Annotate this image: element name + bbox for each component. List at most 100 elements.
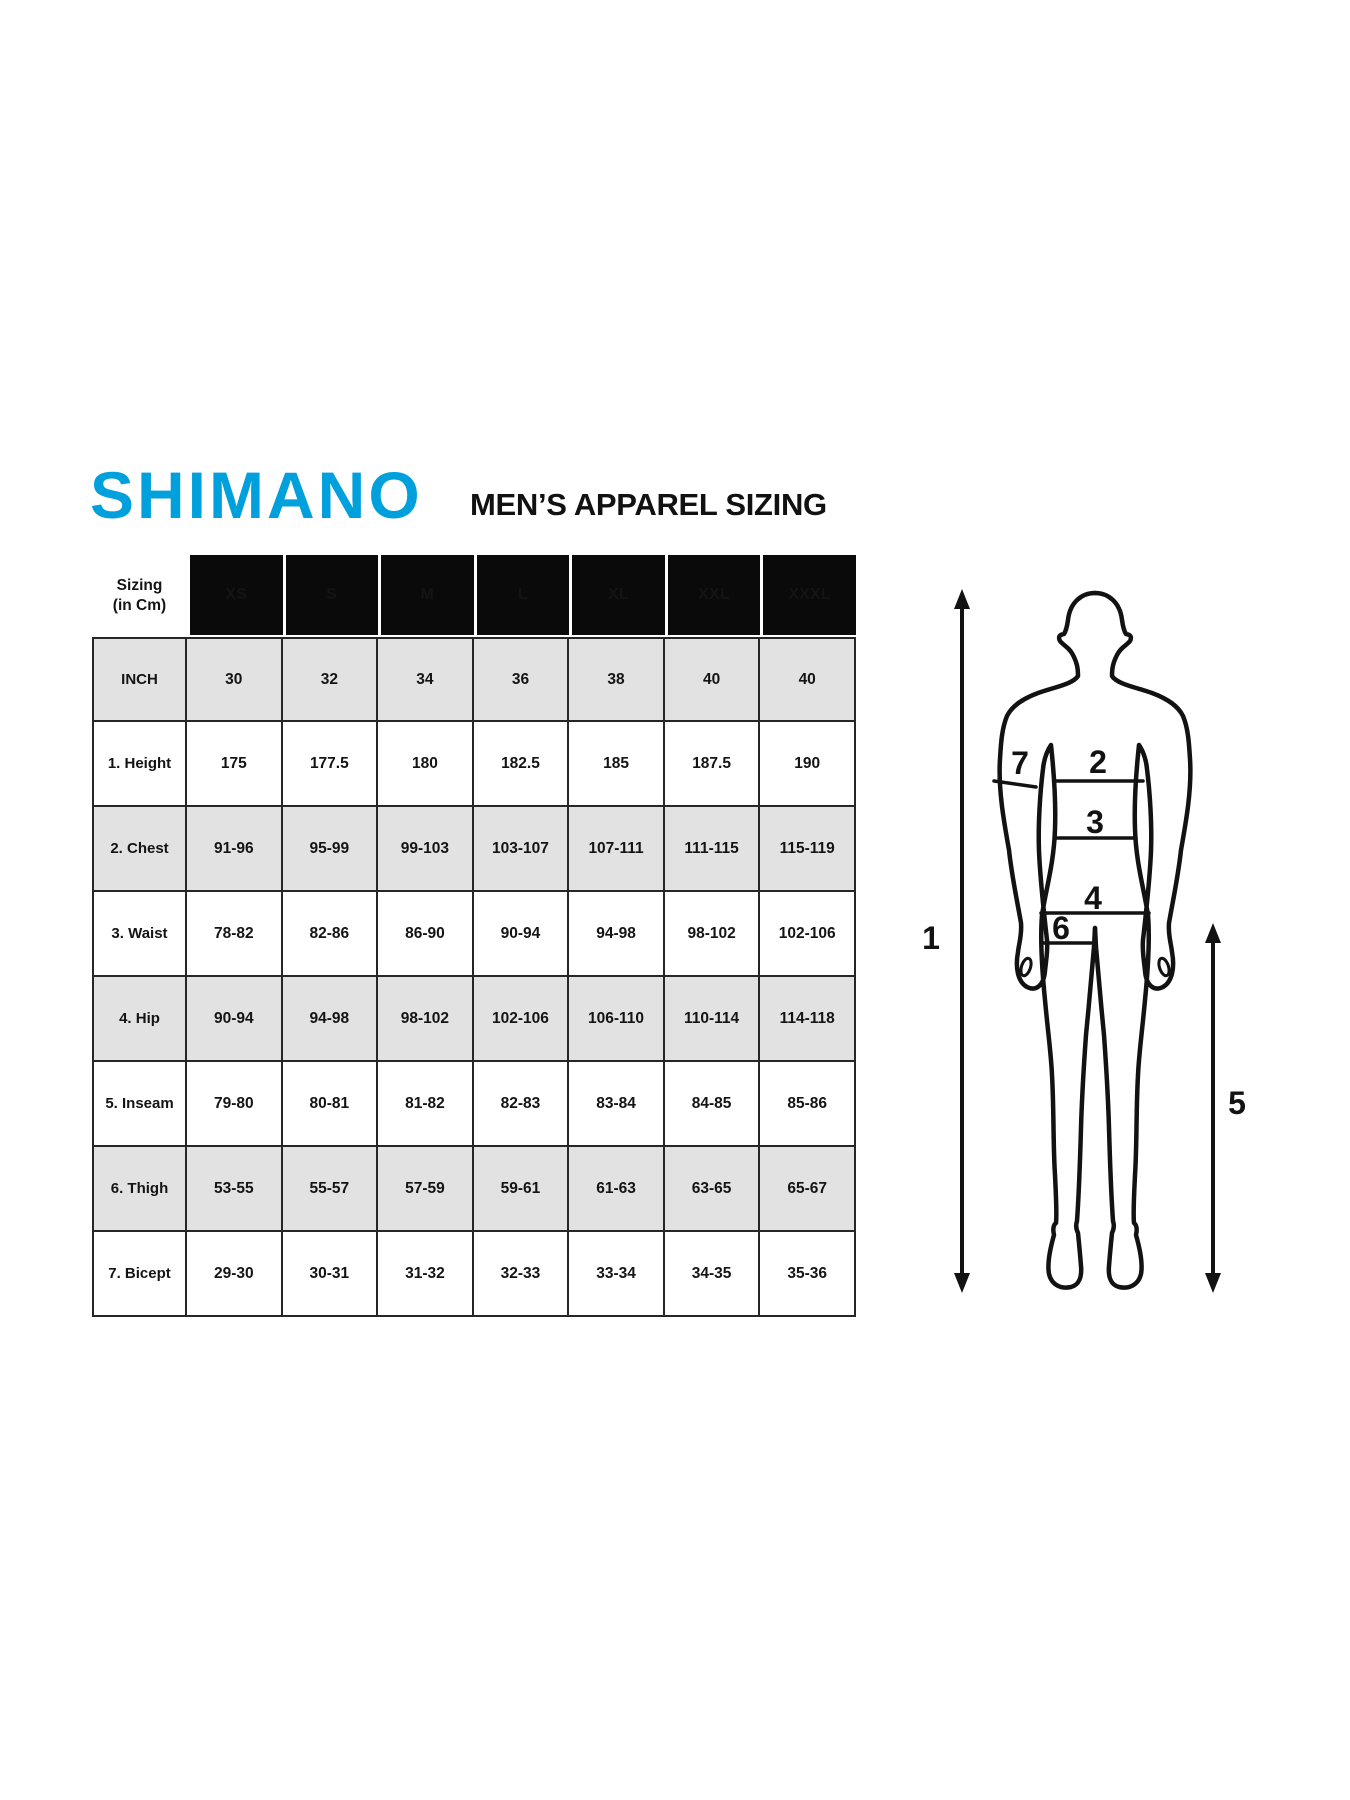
row-label-cell: 2. Chest (92, 807, 187, 892)
value-cell: 175 (187, 722, 283, 807)
size-header-cell: M (378, 555, 474, 637)
table-head: Sizing (in Cm) XS S M L XL XXL XXXL (92, 555, 856, 637)
size-header-cell: XXL (664, 555, 761, 637)
value-cell: 34-35 (664, 1232, 761, 1317)
value-cell: 35-36 (760, 1232, 856, 1317)
value-cell: 30 (187, 637, 283, 722)
value-cell: 36 (473, 637, 570, 722)
value-cell: 57-59 (378, 1147, 474, 1232)
value-cell: 29-30 (187, 1232, 283, 1317)
value-cell: 115-119 (760, 807, 856, 892)
table-row: INCH 30 32 34 36 38 40 40 (92, 637, 856, 722)
value-cell: 98-102 (664, 892, 761, 977)
value-cell: 106-110 (569, 977, 665, 1062)
table-body: INCH 30 32 34 36 38 40 40 1. Height 175 177.5 180 18… (92, 637, 856, 1317)
chest-label: 2 (1089, 744, 1107, 780)
body-outline-left (997, 590, 1098, 1290)
value-cell: 30-31 (282, 1232, 379, 1317)
value-cell: 190 (760, 722, 856, 807)
value-cell: 114-118 (760, 977, 856, 1062)
row-label-cell: 4. Hip (92, 977, 187, 1062)
bicep-line (992, 779, 1038, 789)
left-thumb-detail (1019, 956, 1033, 978)
value-cell: 38 (569, 637, 665, 722)
value-cell: 84-85 (664, 1062, 761, 1147)
page-title: MEN’S APPAREL SIZING (470, 487, 827, 522)
shimano-logo: SHIMANO (90, 458, 423, 532)
value-cell: 90-94 (187, 977, 283, 1062)
value-cell: 31-32 (378, 1232, 474, 1317)
header-row: Sizing (in Cm) XS S M L XL XXL XXXL (92, 555, 856, 637)
hip-label: 4 (1084, 880, 1102, 916)
value-cell: 79-80 (187, 1062, 283, 1147)
value-cell: 185 (569, 722, 665, 807)
height-arrow (954, 589, 970, 1293)
sizing-table: Sizing (in Cm) XS S M L XL XXL XXXL INCH 30 32 34 36… (92, 555, 856, 1317)
row-label-cell: 7. Bicept (92, 1232, 187, 1317)
value-cell: 82-83 (473, 1062, 570, 1147)
value-cell: 40 (760, 637, 856, 722)
table-row: 1. Height 175 177.5 180 182.5 185 187.5 190 (92, 722, 856, 807)
table-row: 4. Hip 90-94 94-98 98-102 102-106 106-110 110-… (92, 977, 856, 1062)
value-cell: 91-96 (187, 807, 283, 892)
table-row: 7. Bicept 29-30 30-31 31-32 32-33 33-34 34-35 3… (92, 1232, 856, 1317)
value-cell: 98-102 (378, 977, 474, 1062)
value-cell: 110-114 (664, 977, 761, 1062)
value-cell: 32 (282, 637, 379, 722)
value-cell: 99-103 (378, 807, 474, 892)
inseam-label: 5 (1228, 1085, 1246, 1121)
value-cell: 34 (378, 637, 474, 722)
value-cell: 180 (378, 722, 474, 807)
right-thumb-detail (1157, 956, 1171, 978)
thigh-label: 6 (1052, 910, 1070, 946)
value-cell: 90-94 (473, 892, 570, 977)
value-cell: 182.5 (473, 722, 570, 807)
value-cell: 95-99 (282, 807, 379, 892)
value-cell: 86-90 (378, 892, 474, 977)
value-cell: 53-55 (187, 1147, 283, 1232)
table-row: 6. Thigh 53-55 55-57 57-59 59-61 61-63 63-65 65… (92, 1147, 856, 1232)
value-cell: 82-86 (282, 892, 379, 977)
value-cell: 59-61 (473, 1147, 570, 1232)
value-cell: 83-84 (569, 1062, 665, 1147)
size-header-cell: L (473, 555, 570, 637)
value-cell: 78-82 (187, 892, 283, 977)
table-row: 2. Chest 91-96 95-99 99-103 103-107 107-111 11… (92, 807, 856, 892)
body-outline-right (1092, 590, 1193, 1290)
value-cell: 63-65 (664, 1147, 761, 1232)
bicep-label: 7 (1011, 745, 1029, 781)
size-header-cell: XL (569, 555, 665, 637)
value-cell: 32-33 (473, 1232, 570, 1317)
value-cell: 80-81 (282, 1062, 379, 1147)
size-header-cell: XS (187, 555, 283, 637)
table-row: 5. Inseam 79-80 80-81 81-82 82-83 83-84 84-85 8… (92, 1062, 856, 1147)
body-measurement-diagram: 1 2 3 4 5 6 7 (922, 589, 1246, 1293)
value-cell: 40 (664, 637, 761, 722)
value-cell: 102-106 (473, 977, 570, 1062)
value-cell: 85-86 (760, 1062, 856, 1147)
row-label-cell: 6. Thigh (92, 1147, 187, 1232)
row-label-cell: INCH (92, 637, 187, 722)
value-cell: 187.5 (664, 722, 761, 807)
waist-label: 3 (1086, 804, 1104, 840)
size-header-cell: XXXL (760, 555, 856, 637)
value-cell: 111-115 (664, 807, 761, 892)
value-cell: 103-107 (473, 807, 570, 892)
height-label: 1 (922, 920, 940, 956)
size-header-cell: S (282, 555, 379, 637)
value-cell: 94-98 (569, 892, 665, 977)
value-cell: 55-57 (282, 1147, 379, 1232)
value-cell: 81-82 (378, 1062, 474, 1147)
value-cell: 94-98 (282, 977, 379, 1062)
value-cell: 102-106 (760, 892, 856, 977)
row-label-cell: 1. Height (92, 722, 187, 807)
table-row: 3. Waist 78-82 82-86 86-90 90-94 94-98 98-102 1… (92, 892, 856, 977)
value-cell: 107-111 (569, 807, 665, 892)
table-corner-label: Sizing (in Cm) (92, 555, 187, 637)
value-cell: 61-63 (569, 1147, 665, 1232)
row-label-cell: 3. Waist (92, 892, 187, 977)
inseam-arrow (1205, 923, 1221, 1293)
value-cell: 33-34 (569, 1232, 665, 1317)
value-cell: 65-67 (760, 1147, 856, 1232)
